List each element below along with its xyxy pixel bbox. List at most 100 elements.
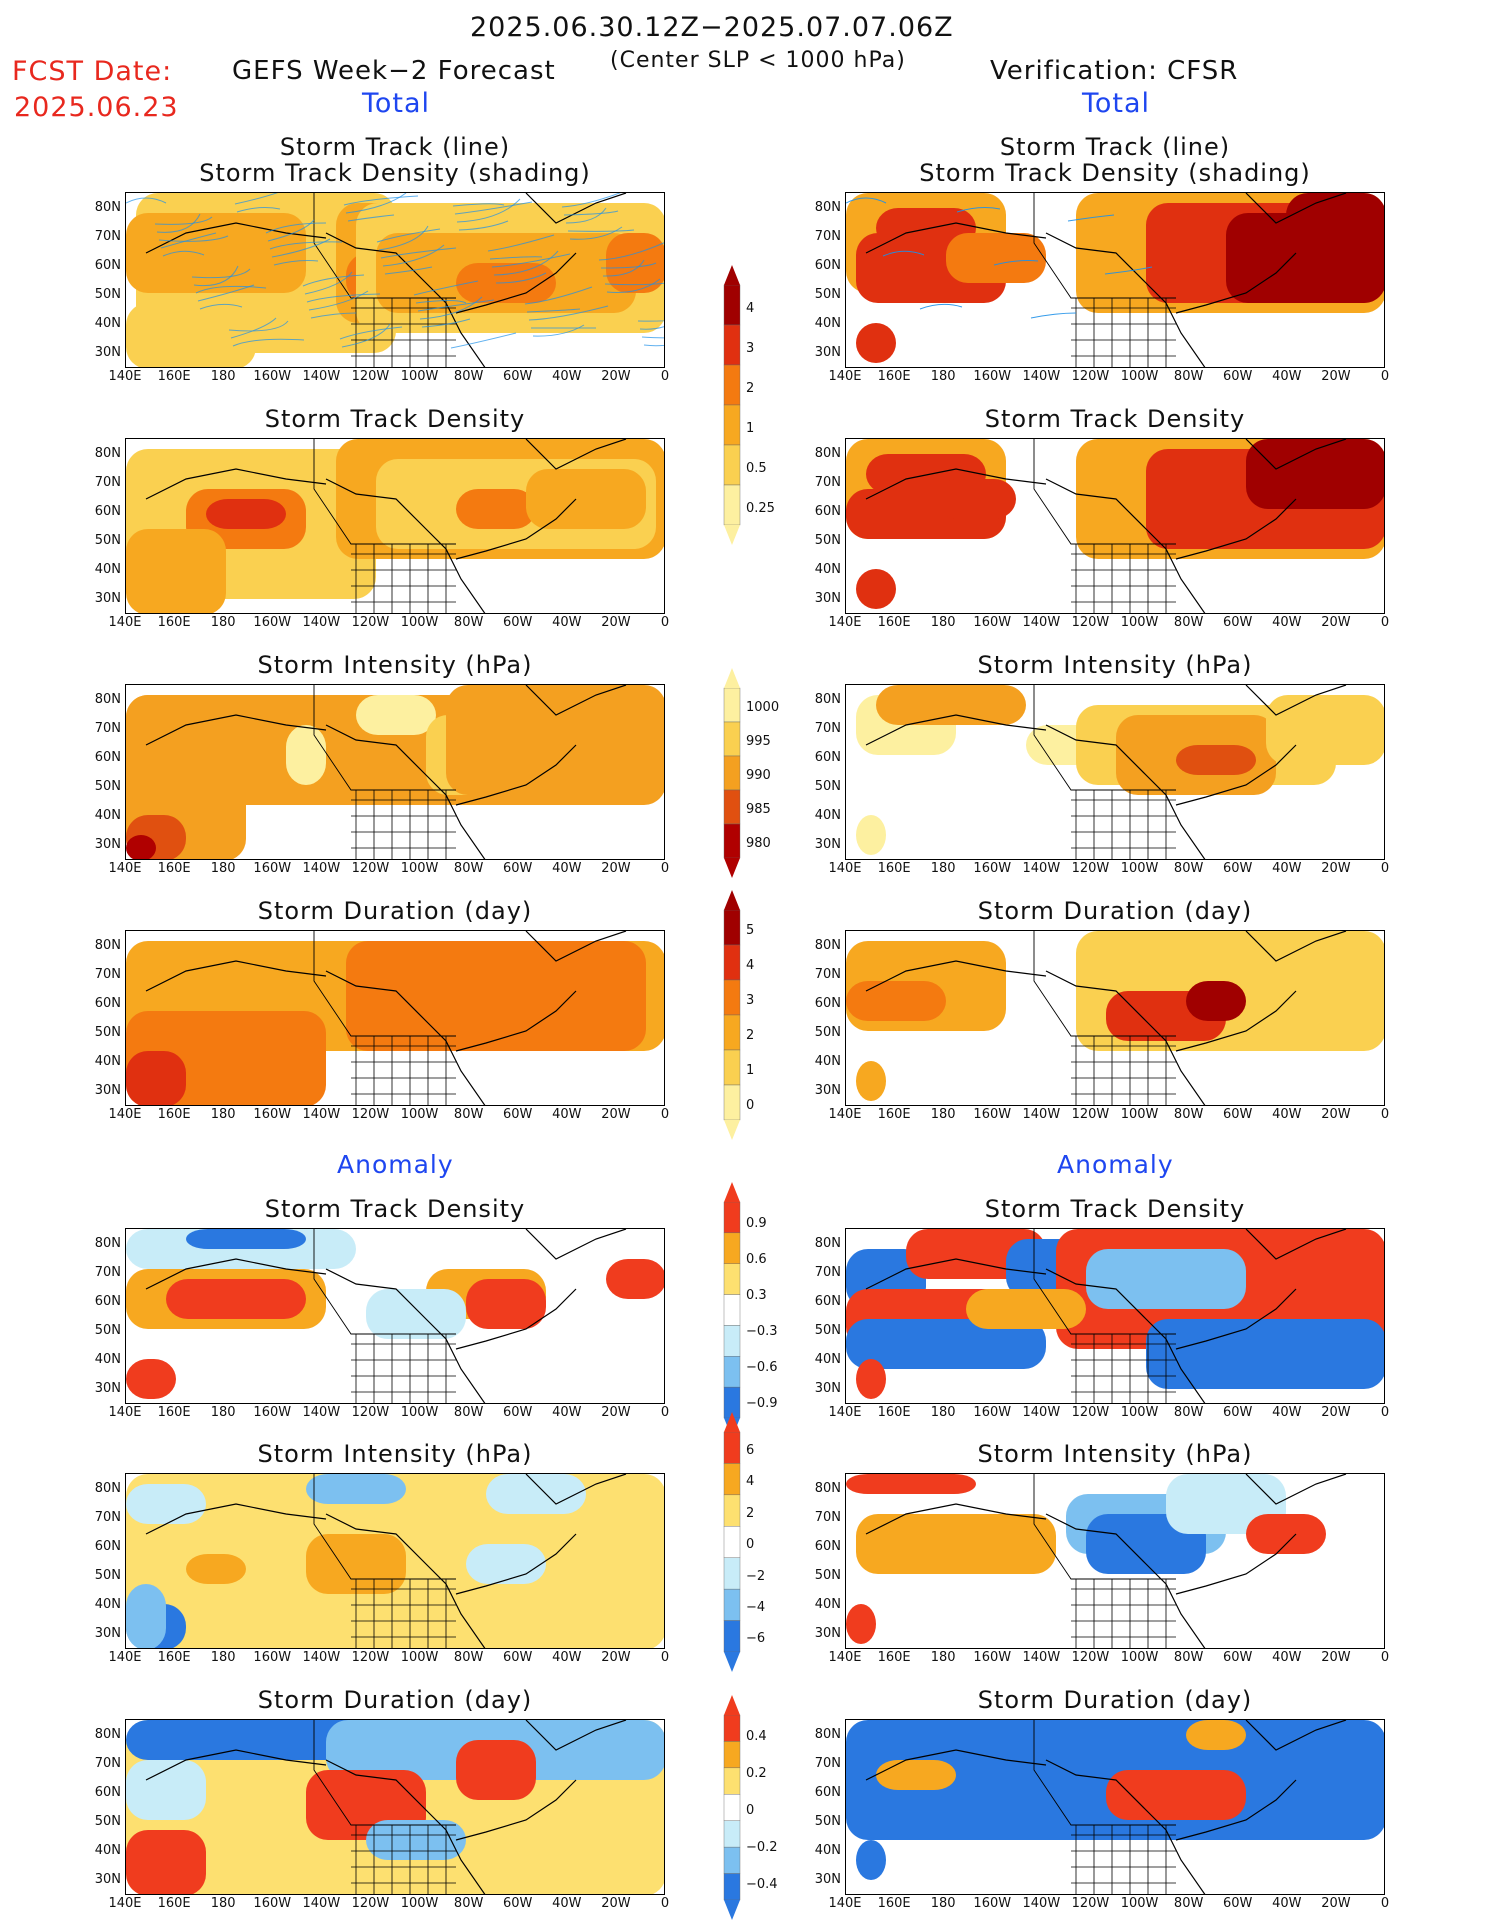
colorbar-segment (723, 1463, 741, 1496)
storm-track-line (378, 225, 429, 251)
lon-tick-label: 140W (1022, 615, 1061, 630)
state-borders (1071, 1036, 1176, 1105)
shading-region (1246, 439, 1384, 509)
coastline (865, 685, 1347, 859)
lat-tick-label: 60N (94, 258, 121, 273)
storm-track-line (495, 272, 547, 284)
lon-tick-label: 100W (400, 615, 439, 630)
lon-tick-label: 60W (1223, 1405, 1253, 1420)
verification-duration-anom-map (845, 1719, 1385, 1895)
title-l5: Storm Track Density (264, 1195, 526, 1223)
map-shading (126, 685, 664, 859)
verification-intensity-anom-map (845, 1473, 1385, 1649)
left-anomaly-label: Anomaly (337, 1150, 454, 1179)
lon-tick-label: 40W (552, 615, 582, 630)
shading-region (846, 1474, 976, 1494)
storm-track-line (158, 235, 229, 242)
coastline (145, 1229, 627, 1403)
storm-track-line (382, 244, 445, 267)
lon-tick-label: 60W (503, 1650, 533, 1665)
lat-tick-label: 40N (814, 316, 841, 331)
lon-tick-label: 140E (828, 861, 862, 876)
lon-tick-label: 0 (660, 1405, 670, 1420)
lon-tick-label: 20W (1321, 1896, 1351, 1911)
storm-track-line (606, 278, 661, 293)
colorbar-top-arrow (724, 265, 740, 285)
colorbar-label: 0.4 (746, 1729, 767, 1745)
lon-tick-label: 60W (503, 1405, 533, 1420)
lat-tick-label: 50N (814, 1568, 841, 1583)
lon-tick-label: 40W (552, 1650, 582, 1665)
colorbar-segment (723, 1325, 741, 1357)
lat-tick-label: 70N (814, 1265, 841, 1280)
coastline (865, 931, 1347, 1105)
lon-tick-label: 60W (503, 369, 533, 384)
forecast-track-density-map (125, 438, 665, 614)
lat-tick-label: 50N (814, 1025, 841, 1040)
lon-tick-label: 140E (108, 369, 142, 384)
colorbar-label: −0.6 (746, 1359, 778, 1375)
storm-track-line (643, 344, 664, 347)
title-l6: Storm Intensity (hPa) (257, 1440, 533, 1468)
lat-tick-label: 80N (94, 446, 121, 461)
lon-tick-label: 140W (1022, 861, 1061, 876)
lat-tick-label: 50N (94, 1323, 121, 1338)
lat-tick-label: 80N (94, 1727, 121, 1742)
colorbar-label: 3 (746, 993, 755, 1008)
lon-tick-label: 120W (351, 369, 390, 384)
lon-tick-label: 0 (1380, 1650, 1390, 1665)
title-r3: Storm Intensity (hPa) (977, 651, 1253, 679)
lon-tick-label: 120W (351, 1405, 390, 1420)
lon-tick-label: 120W (1071, 369, 1110, 384)
lon-tick-label: 60W (1223, 1650, 1253, 1665)
storm-track-line (600, 262, 657, 269)
country-border (313, 685, 456, 791)
storm-track-line (197, 284, 255, 302)
state-borders (351, 544, 456, 613)
lon-tick-label: 160W (973, 1650, 1012, 1665)
lat-tick-label: 80N (814, 446, 841, 461)
map-shading (126, 1720, 664, 1894)
lon-tick-label: 180 (210, 1650, 236, 1665)
colorbar-segment (723, 1294, 741, 1326)
map-shading (126, 1229, 664, 1403)
colorbar-label: 5 (746, 923, 755, 938)
lat-tick-label: 30N (814, 837, 841, 852)
lat-tick-label: 70N (814, 721, 841, 736)
lat-tick-label: 60N (814, 996, 841, 1011)
shading-region (446, 685, 664, 795)
lat-tick-label: 40N (814, 562, 841, 577)
coastline (865, 193, 1347, 367)
lat-tick-label: 60N (94, 1539, 121, 1554)
colorbar-segment (723, 1356, 741, 1388)
title-r1-b: Storm Track Density (shading) (919, 159, 1311, 187)
lon-tick-label: 140W (1022, 1650, 1061, 1665)
lon-tick-label: 140E (108, 1107, 142, 1122)
lat-tick-label: 80N (814, 1727, 841, 1742)
storm-track-line (641, 336, 664, 339)
lat-tick-label: 30N (94, 1626, 121, 1641)
right-total-label: Total (1082, 88, 1151, 119)
coastline (145, 439, 627, 613)
lon-tick-label: 120W (351, 1107, 390, 1122)
storm-track-line (602, 259, 645, 277)
lon-tick-label: 0 (660, 615, 670, 630)
storm-track-line (524, 286, 593, 305)
lon-tick-label: 160W (253, 369, 292, 384)
lon-tick-label: 120W (1071, 1107, 1110, 1122)
shading-region (856, 1359, 886, 1399)
lon-tick-label: 100W (1120, 1405, 1159, 1420)
map-shading (126, 1474, 664, 1648)
storm-track-line (228, 320, 289, 332)
lat-tick-label: 30N (94, 1381, 121, 1396)
colorbar-segment (723, 909, 741, 946)
colorbar-label: 0 (746, 1537, 755, 1553)
shading-region (126, 1051, 186, 1105)
colorbar-label: 0.9 (746, 1215, 767, 1231)
shading-region (856, 1840, 886, 1880)
colorbar-label: −2 (746, 1568, 766, 1584)
storm-track-line (345, 193, 407, 214)
lat-tick-label: 50N (814, 287, 841, 302)
lon-tick-label: 60W (503, 1896, 533, 1911)
lon-tick-label: 20W (1321, 369, 1351, 384)
